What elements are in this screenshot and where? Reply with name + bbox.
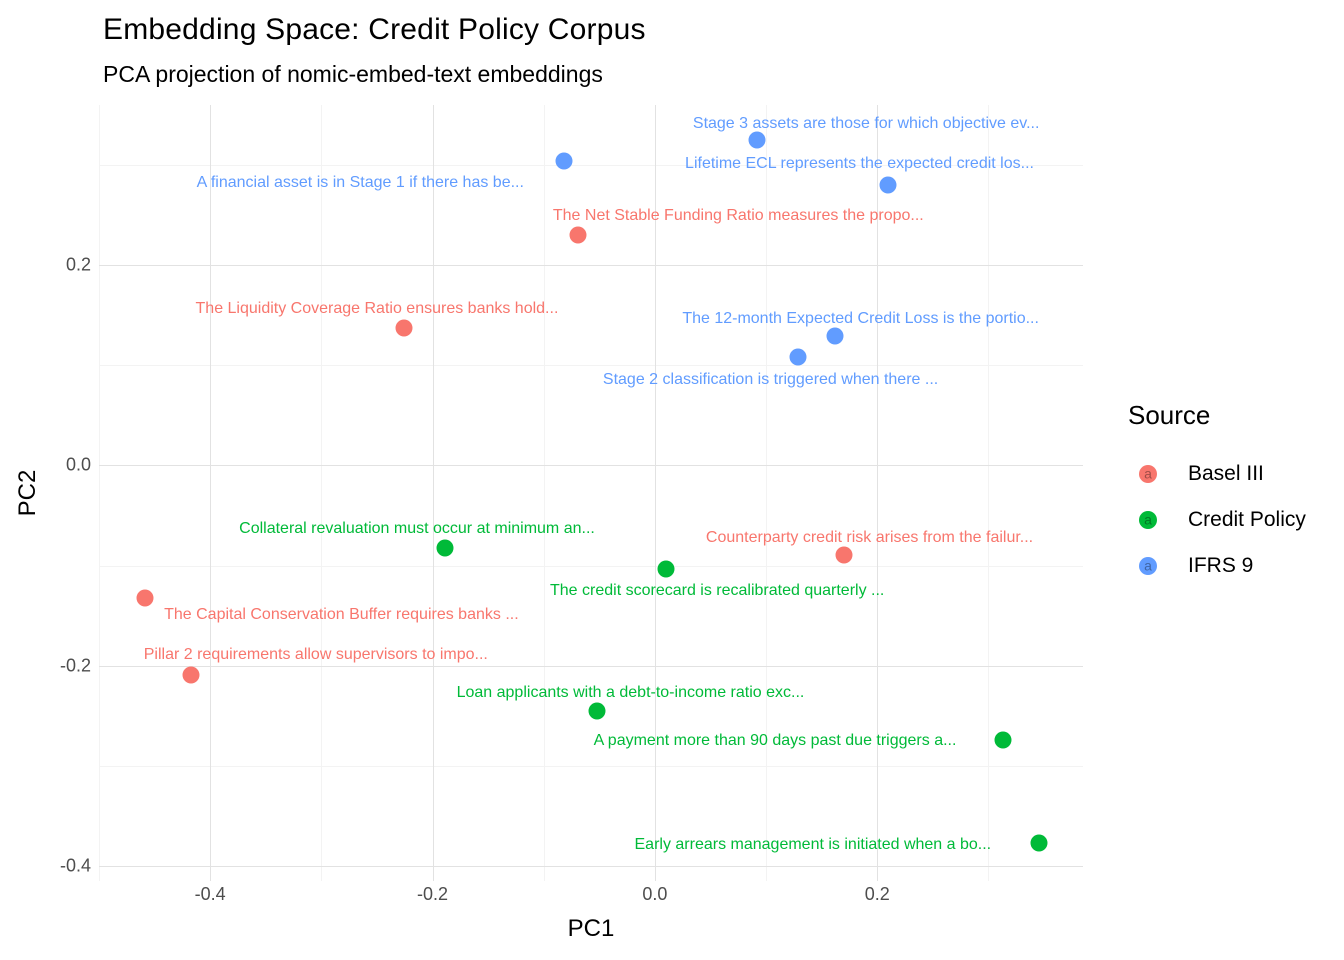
data-point-basel-iii	[835, 546, 853, 564]
point-label: The Liquidity Coverage Ratio ensures ban…	[195, 300, 559, 318]
x-tick-label: -0.4	[194, 884, 226, 904]
gridline-major-x	[654, 105, 656, 881]
y-tick-label: -0.2	[59, 655, 91, 676]
data-point-ifrs-9	[555, 152, 573, 170]
gridline-minor-y	[99, 565, 1083, 567]
point-label: The 12-month Expected Credit Loss is the…	[682, 310, 1039, 328]
legend-item-credit-policy: a Credit Policy	[1128, 497, 1306, 543]
legend-item-basel-iii: a Basel III	[1128, 451, 1306, 497]
gridline-minor-y	[99, 165, 1083, 167]
gridline-minor-y	[99, 765, 1083, 767]
point-label: A financial asset is in Stage 1 if there…	[196, 174, 524, 192]
x-tick-label: -0.2	[417, 884, 449, 904]
data-point-ifrs-9	[748, 131, 766, 149]
x-tick-label: 0.2	[864, 884, 890, 904]
gridline-major-x	[877, 105, 879, 881]
data-point-basel-iii	[136, 589, 154, 607]
point-label: Stage 2 classification is triggered when…	[602, 371, 939, 389]
gridline-major-y	[99, 665, 1083, 667]
point-label: The credit scorecard is recalibrated qua…	[550, 581, 885, 599]
point-label: Early arrears management is initiated wh…	[634, 835, 992, 853]
gridline-minor-x	[99, 105, 100, 881]
data-point-basel-iii	[182, 666, 200, 684]
legend-item-label: Credit Policy	[1188, 508, 1306, 531]
point-label: Counterparty credit risk arises from the…	[705, 528, 1034, 546]
data-point-credit-policy	[436, 539, 454, 557]
point-label: A payment more than 90 days past due tri…	[593, 731, 957, 749]
legend-item-label: Basel III	[1188, 462, 1264, 485]
point-label: Pillar 2 requirements allow supervisors …	[143, 645, 488, 663]
data-point-ifrs-9	[879, 176, 897, 194]
legend-key-dot-icon: a	[1139, 557, 1157, 575]
plot-title: Embedding Space: Credit Policy Corpus	[103, 13, 646, 46]
legend-item-ifrs-9: a IFRS 9	[1128, 543, 1306, 589]
point-label: The Capital Conservation Buffer requires…	[164, 605, 519, 623]
point-label: Collateral revaluation must occur at min…	[239, 519, 595, 537]
x-axis-title: PC1	[567, 915, 615, 942]
gridline-major-y	[99, 465, 1083, 467]
y-axis-title: PC2	[14, 469, 41, 517]
gridline-major-y	[99, 865, 1083, 867]
gridline-major-x	[210, 105, 212, 881]
plot-subtitle: PCA projection of nomic-embed-text embed…	[103, 61, 603, 87]
legend-key-dot-icon: a	[1139, 511, 1157, 529]
gridline-major-y	[99, 265, 1083, 267]
data-point-ifrs-9	[789, 348, 807, 366]
data-point-credit-policy	[994, 731, 1012, 749]
legend-key-dot-icon: a	[1139, 465, 1157, 483]
y-tick-label: 0.0	[65, 454, 91, 475]
gridline-major-x	[432, 105, 434, 881]
gridline-minor-x	[988, 105, 990, 881]
data-point-basel-iii	[569, 226, 587, 244]
legend-key-a-glyph: a	[1144, 511, 1152, 528]
legend-title: Source	[1128, 400, 1211, 430]
data-point-basel-iii	[395, 319, 413, 337]
gridline-minor-y	[99, 365, 1083, 367]
legend-items: a Basel III a Credit Policy a IFRS 9	[1128, 451, 1306, 589]
point-label: Lifetime ECL represents the expected cre…	[685, 155, 1034, 173]
legend-item-label: IFRS 9	[1188, 554, 1254, 577]
legend: Source a Basel III a Credit Policy a IFRS 9	[1128, 400, 1306, 589]
data-point-credit-policy	[588, 702, 606, 720]
point-label: The Net Stable Funding Ratio measures th…	[552, 207, 924, 225]
gridline-minor-x	[543, 105, 545, 881]
point-label: Loan applicants with a debt-to-income ra…	[456, 683, 805, 701]
legend-key-a-glyph: a	[1144, 465, 1152, 482]
legend-key-a-glyph: a	[1144, 557, 1152, 574]
y-tick-label: 0.2	[65, 254, 91, 275]
point-label: Stage 3 assets are those for which objec…	[692, 115, 1040, 133]
data-point-credit-policy	[1030, 834, 1048, 852]
gridline-minor-x	[321, 105, 323, 881]
data-point-ifrs-9	[826, 327, 844, 345]
y-tick-label: -0.4	[59, 855, 91, 876]
gridline-minor-x	[766, 105, 768, 881]
x-tick-label: 0.0	[642, 884, 668, 904]
plot-panel: Stage 3 assets are those for which objec…	[99, 105, 1083, 881]
data-point-credit-policy	[657, 560, 675, 578]
